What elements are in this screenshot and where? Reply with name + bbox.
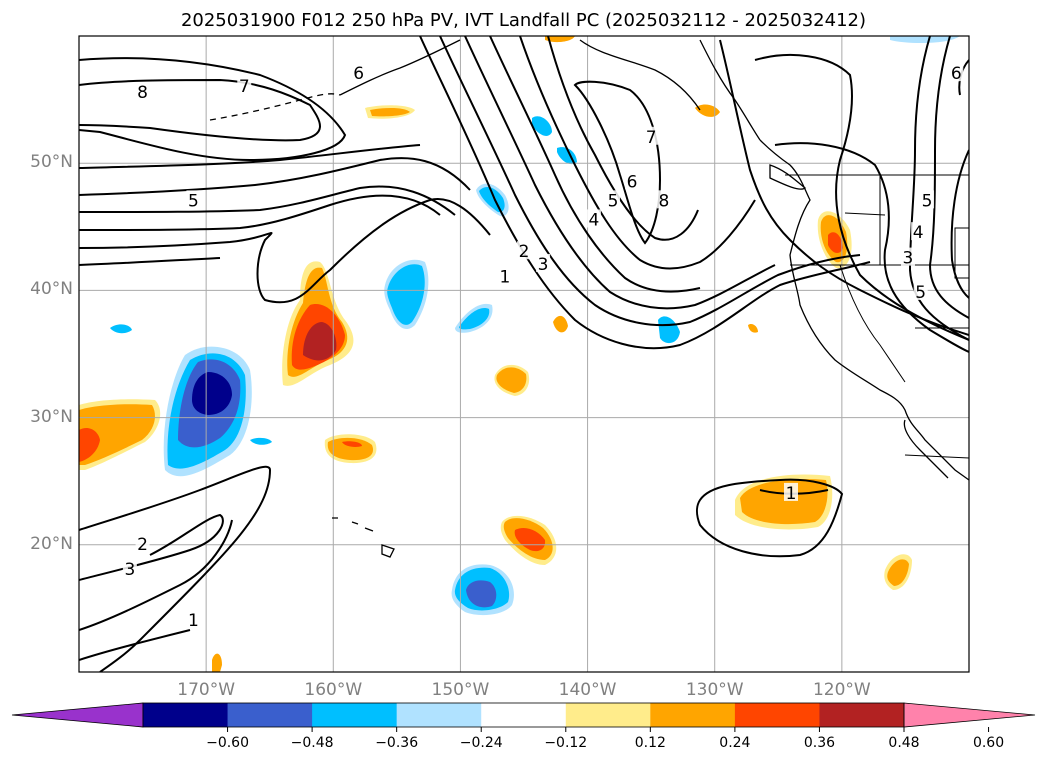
colorbar-tick-label: −0.12 <box>544 735 588 751</box>
contour-label-background <box>186 190 201 209</box>
contour-label: 1 <box>500 268 511 288</box>
longitude-tick-label: 150°W <box>431 680 490 700</box>
contour-label-background <box>135 533 150 552</box>
colorbar-segment <box>734 703 820 727</box>
map-title: 2025031900 F012 250 hPa PV, IVT Landfall… <box>180 10 867 31</box>
latitude-tick-label: 20°N <box>30 533 73 554</box>
latitude-tick-label: 30°N <box>30 406 73 427</box>
shaded-anomalies <box>79 36 960 672</box>
colorbar-segment <box>650 703 736 727</box>
colorbar-outline <box>142 702 905 728</box>
contour-label: 5 <box>915 283 926 303</box>
contour-label-background <box>536 253 551 272</box>
longitude-tick-label: 140°W <box>558 680 617 700</box>
colorbar-segment <box>312 703 398 727</box>
contour-label: 7 <box>239 77 250 97</box>
contour-label: 7 <box>646 128 657 148</box>
longitude-tick-label: 130°W <box>685 680 744 700</box>
colorbar-segment <box>396 703 482 727</box>
colorbar-tick-label: 0.60 <box>972 735 1005 751</box>
colorbar-tick-label: 0.36 <box>803 735 836 751</box>
contour-label-background <box>644 126 659 145</box>
coastlines <box>209 39 969 558</box>
contour-label: 5 <box>608 191 619 211</box>
colorbar-tick-label: 0.12 <box>634 735 666 751</box>
contour-label: 4 <box>913 223 924 243</box>
colorbar-tick-label: 0.24 <box>719 735 751 751</box>
contour-label-background <box>625 171 640 190</box>
contour-label-background <box>237 75 252 94</box>
contour-label-background <box>920 190 935 209</box>
colorbar-extend-low <box>11 702 144 728</box>
longitude-tick-label: 170°W <box>177 680 236 700</box>
contour-label-background <box>784 482 798 501</box>
contour-label-background <box>517 241 531 260</box>
contour-label-background <box>949 63 964 82</box>
contour-label: 4 <box>589 210 600 230</box>
colorbar-segment <box>565 703 651 727</box>
colorbar-segment <box>227 703 313 727</box>
contour-label: 3 <box>124 560 135 580</box>
gridlines <box>79 36 969 672</box>
latitude-tick-label: 50°N <box>30 152 73 173</box>
contour-label-background <box>911 222 926 241</box>
contour-label: 8 <box>137 83 148 103</box>
colorbar-segment <box>143 703 229 727</box>
longitude-tick-label: 160°W <box>304 680 363 700</box>
contour-label: 6 <box>951 64 962 84</box>
contour-label: 3 <box>903 249 914 269</box>
colorbar-tick-label: −0.36 <box>375 735 419 751</box>
colorbar-tick-label: 0.48 <box>888 735 920 751</box>
contour-label-background <box>913 281 928 300</box>
colorbar-segment <box>481 703 567 727</box>
colorbar-tick-label: −0.60 <box>206 735 249 751</box>
contour-label-background <box>351 63 366 82</box>
contour-label: 5 <box>922 191 933 211</box>
contour-label: 3 <box>538 255 549 275</box>
contour-label-background <box>186 610 201 629</box>
contour-label: 6 <box>353 64 364 84</box>
contour-label: 2 <box>137 535 148 555</box>
colorbar-segment <box>819 703 905 727</box>
contour-label-background <box>656 190 671 209</box>
contour-label: 2 <box>519 242 530 262</box>
colorbar-tick-label: −0.24 <box>459 735 503 751</box>
map-frame <box>78 35 970 673</box>
contour-label-background <box>135 82 150 101</box>
colorbar-extend-high <box>903 702 1036 728</box>
contour-label-background <box>606 190 620 209</box>
contour-label-background <box>122 559 137 578</box>
political-borders <box>785 174 969 459</box>
latitude-tick-label: 40°N <box>30 279 73 300</box>
pv-contours <box>79 36 969 672</box>
contour-label: 5 <box>188 191 199 211</box>
contour-label: 8 <box>658 191 669 211</box>
contour-label-background <box>586 209 601 228</box>
contour-label-background <box>497 266 512 285</box>
contour-label-background <box>900 247 915 266</box>
contour-label: 6 <box>627 172 638 192</box>
longitude-tick-label: 120°W <box>812 680 871 700</box>
contour-label: 1 <box>786 484 797 504</box>
colorbar-tick-label: −0.48 <box>290 735 334 751</box>
colorbar <box>11 702 1036 732</box>
contour-label: 1 <box>188 611 199 631</box>
